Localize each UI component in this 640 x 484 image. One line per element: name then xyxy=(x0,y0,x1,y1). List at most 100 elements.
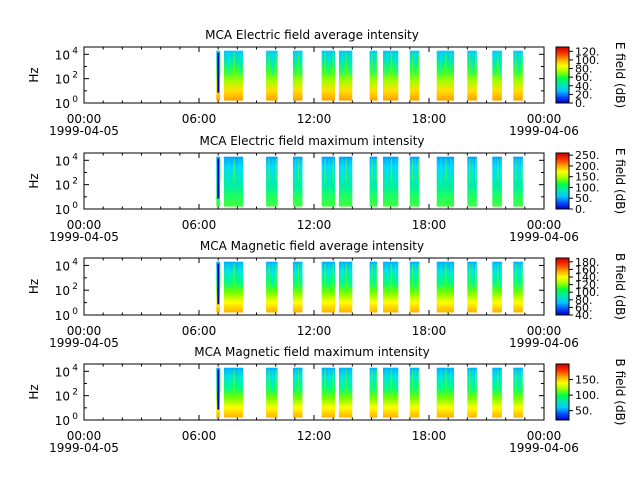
spectrogram-streak xyxy=(219,52,221,76)
spectrogram-streak xyxy=(371,369,373,393)
spectrogram-streak xyxy=(219,158,221,182)
y-tick-label: 10 xyxy=(55,284,70,298)
x-tick-label: 00:00 xyxy=(527,112,562,126)
colorbar-tick-label: 180. xyxy=(575,256,600,269)
panel-title: MCA Electric field average intensity xyxy=(205,28,419,42)
spectrogram-streak xyxy=(300,369,303,393)
colorbar-tick-label: 80. xyxy=(575,63,593,76)
y-tick-base: 10 xyxy=(55,309,70,323)
spectrogram-segment xyxy=(292,50,303,101)
y-tick-exponent: 0 xyxy=(72,412,78,422)
spectrogram-streak xyxy=(445,369,447,393)
spectrogram-streak xyxy=(328,52,330,76)
spectrogram-streak xyxy=(497,263,499,287)
date-end-label: 1999-04-06 xyxy=(509,441,579,455)
y-tick-label: 10 xyxy=(55,154,70,168)
y-tick-exponent: 0 xyxy=(72,95,78,105)
spectrogram-streak xyxy=(440,263,442,287)
spectrogram-streak xyxy=(450,369,452,393)
panel-title: MCA Magnetic field maximum intensity xyxy=(194,345,430,359)
colorbar-label: E field (dB) xyxy=(613,42,627,108)
spectrogram-streak xyxy=(324,369,326,393)
x-tick-label: 18:00 xyxy=(412,218,447,232)
spectrogram-streak xyxy=(300,263,303,287)
spectrogram-streak xyxy=(332,263,334,287)
spectrogram-segment xyxy=(266,367,278,418)
spectrogram-streak xyxy=(375,369,378,393)
spectrogram-segment xyxy=(409,156,420,207)
spectrogram-streak xyxy=(469,263,471,287)
spectrogram-streak xyxy=(294,52,297,76)
spectrogram-streak xyxy=(395,263,397,287)
colorbar xyxy=(555,257,570,316)
colorbar-tick-label: 150. xyxy=(575,374,600,387)
y-axis-label: Hz xyxy=(27,279,41,294)
y-tick-base: 10 xyxy=(55,154,70,168)
spectrogram-streak xyxy=(345,52,348,76)
colorbar-tick-label: 120. xyxy=(575,279,600,292)
x-tick-label: 06:00 xyxy=(182,218,217,232)
spectrogram-streak xyxy=(233,158,235,182)
panel-2: MCA Electric field maximum intensity 00:0… xyxy=(27,134,627,244)
spectrogram-segment xyxy=(467,156,477,207)
date-start-label: 1999-04-05 xyxy=(49,230,119,244)
spectrogram-segment xyxy=(467,50,477,101)
spectrogram-streak xyxy=(515,263,517,287)
spectrogram-streak xyxy=(275,52,277,76)
spectrogram-streak xyxy=(494,158,496,182)
spectrogram-segment xyxy=(369,50,378,101)
y-tick-base: 10 xyxy=(55,73,70,87)
spectrogram-streak xyxy=(494,52,496,76)
colorbar-label: E field (dB) xyxy=(613,148,627,214)
y-tick-exponent: 2 xyxy=(72,388,78,398)
x-tick-label: 12:00 xyxy=(297,218,332,232)
spectrogram-segment xyxy=(492,156,502,207)
spectrogram-segment xyxy=(266,50,278,101)
spectrogram-streak xyxy=(345,263,348,287)
spectrogram-streak xyxy=(515,52,517,76)
spectrogram-streak xyxy=(497,369,499,393)
spectrogram-streak xyxy=(233,263,235,287)
spectrogram-segment xyxy=(369,367,378,418)
y-tick-base: 10 xyxy=(55,365,70,379)
spectrogram-streak xyxy=(386,158,388,182)
colorbar-tick-label: 80. xyxy=(575,294,593,307)
panel-1: MCA Electric field average intensity 00:0… xyxy=(27,28,627,138)
spectrogram-streak xyxy=(371,52,373,76)
colorbar-label: B field (dB) xyxy=(613,253,627,320)
spectrogram-segment xyxy=(369,156,378,207)
spectrogram-streak xyxy=(328,369,330,393)
spectrogram-segment xyxy=(409,367,420,418)
spectrogram-streak xyxy=(341,158,344,182)
spectrogram-streak xyxy=(518,52,520,76)
y-tick-exponent: 2 xyxy=(72,71,78,81)
date-start-label: 1999-04-05 xyxy=(49,336,119,350)
spectrogram-streak xyxy=(521,263,523,287)
y-tick-base: 10 xyxy=(55,203,70,217)
y-tick-exponent: 4 xyxy=(72,363,78,373)
spectrogram-streak xyxy=(411,52,414,76)
y-tick-exponent: 0 xyxy=(72,201,78,211)
spectrogram-streak xyxy=(440,158,442,182)
spectrogram-streak xyxy=(472,369,474,393)
y-tick-label: 10 xyxy=(55,203,70,217)
spectrogram-streak xyxy=(268,158,270,182)
spectrogram-streak xyxy=(390,369,393,393)
colorbar-tick-label: 100. xyxy=(575,54,600,67)
spectrogram-streak xyxy=(450,158,452,182)
spectrogram-streak xyxy=(294,158,297,182)
spectrogram-streak xyxy=(472,52,474,76)
spectrogram-streak xyxy=(518,158,520,182)
y-tick-base: 10 xyxy=(55,390,70,404)
spectrogram-streak xyxy=(497,158,499,182)
spectrogram-segment xyxy=(467,367,477,418)
spectrogram-streak xyxy=(521,52,523,76)
spectrogram-segment xyxy=(467,261,477,313)
colorbar-tick-label: 250. xyxy=(575,149,600,162)
spectrogram-streak xyxy=(499,52,502,76)
spectrogram-streak xyxy=(475,263,477,287)
spectrogram-streak xyxy=(345,369,348,393)
y-tick-label: 10 xyxy=(55,414,70,428)
spectrogram-streak xyxy=(371,158,373,182)
x-tick-label: 12:00 xyxy=(297,112,332,126)
